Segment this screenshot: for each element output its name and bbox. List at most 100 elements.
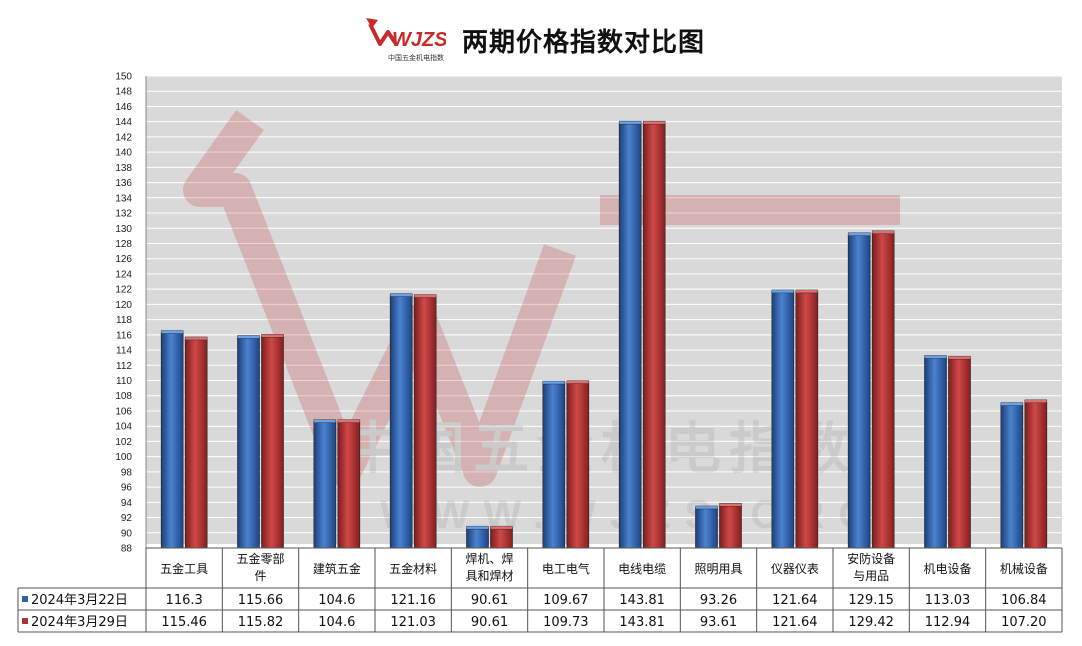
bar-series2 xyxy=(871,232,895,549)
bar-top-series2 xyxy=(413,294,437,298)
category-label: 机电设备 xyxy=(923,562,971,576)
y-tick-label: 138 xyxy=(115,163,132,174)
bar-top-series2 xyxy=(1024,399,1048,404)
category-label: 与用品 xyxy=(853,569,889,583)
data-label: 121.64 xyxy=(772,615,818,630)
chart-title: 两期价格指数对比图 xyxy=(462,28,706,58)
y-tick-label: 124 xyxy=(115,269,132,280)
bar-top-series2 xyxy=(871,230,895,234)
category-label: 焊机、焊 xyxy=(465,551,513,566)
y-tick-label: 140 xyxy=(115,148,132,159)
bar-top-series1 xyxy=(924,355,947,359)
y-tick-label: 150 xyxy=(115,72,132,83)
y-tick-label: 144 xyxy=(115,117,132,128)
bar-top-series1 xyxy=(313,419,337,423)
data-label: 143.81 xyxy=(619,593,665,608)
bar-top-series1 xyxy=(847,232,871,236)
data-label: 143.81 xyxy=(619,615,665,630)
plot-area xyxy=(146,76,1062,544)
data-label: 106.84 xyxy=(1001,593,1047,608)
bar-top-series2 xyxy=(490,525,513,530)
bar-top-series2 xyxy=(566,380,590,384)
y-tick-label: 118 xyxy=(116,315,132,326)
category-label: 五金材料 xyxy=(389,561,437,576)
bar-series2 xyxy=(261,335,284,549)
category-label: 件 xyxy=(254,569,266,583)
bar-series2 xyxy=(642,122,666,549)
category-label: 机械设备 xyxy=(1000,561,1048,576)
y-tick-label: 120 xyxy=(115,300,132,311)
bar-series1 xyxy=(160,332,184,549)
y-tick-label: 94 xyxy=(121,498,133,509)
y-tick-label: 132 xyxy=(115,209,132,220)
y-tick-label: 122 xyxy=(115,285,132,296)
y-tick-label: 136 xyxy=(115,178,132,189)
legend-key-1 xyxy=(22,596,28,602)
data-label: 113.03 xyxy=(925,593,971,608)
gridlines xyxy=(146,75,1062,549)
y-tick-label: 88 xyxy=(121,544,133,555)
bar-series2 xyxy=(948,357,971,549)
y-tick-label: 104 xyxy=(115,422,132,433)
category-label: 五金工具 xyxy=(160,561,208,576)
bar-series1 xyxy=(313,421,337,549)
category-label: 照明用具 xyxy=(694,562,742,576)
bar-top-series1 xyxy=(389,293,413,297)
bar-top-series1 xyxy=(237,335,260,339)
data-label: 115.82 xyxy=(238,615,284,630)
bar-top-series2 xyxy=(184,336,208,341)
bar-series2 xyxy=(566,382,590,549)
category-label: 具和焊材 xyxy=(465,568,513,583)
legend-label: 2024年3月29日 xyxy=(31,615,128,630)
bar-series1 xyxy=(924,357,947,549)
data-label: 115.46 xyxy=(161,615,207,630)
y-tick-label: 114 xyxy=(116,346,132,357)
bar-top-series1 xyxy=(466,525,489,530)
bar-series2 xyxy=(337,421,361,549)
y-tick-label: 110 xyxy=(116,376,132,387)
bar-series1 xyxy=(618,122,642,549)
bar-top-series1 xyxy=(160,330,184,334)
data-label: 107.20 xyxy=(1001,615,1047,630)
category-label: 安防设备 xyxy=(847,551,895,566)
y-tick-label: 112 xyxy=(116,361,132,372)
y-tick-label: 142 xyxy=(115,132,132,143)
data-label: 129.42 xyxy=(848,615,894,630)
bar-series2 xyxy=(184,338,208,549)
data-label: 104.6 xyxy=(318,593,355,608)
bar-top-series2 xyxy=(261,334,284,338)
bar-top-series1 xyxy=(695,505,718,510)
bar-top-series1 xyxy=(542,380,566,385)
y-tick-label: 134 xyxy=(115,193,132,204)
bar-top-series2 xyxy=(719,503,742,507)
bar-series2 xyxy=(719,504,742,549)
data-label: 116.3 xyxy=(166,593,203,608)
logo-text: WJZS xyxy=(392,29,446,51)
bar-top-series2 xyxy=(948,355,971,360)
bar-series1 xyxy=(1000,404,1024,549)
y-axis: 88 90 92 94 96 98 100 102 104 106 108 110 112 114 116 1… xyxy=(115,72,147,555)
bar-top-series2 xyxy=(642,120,666,125)
data-label: 90.61 xyxy=(471,593,508,608)
bar-series1 xyxy=(542,382,566,549)
bar-top-series1 xyxy=(1000,402,1024,406)
data-label: 115.66 xyxy=(238,593,284,608)
data-label: 121.16 xyxy=(390,593,436,608)
bar-series2 xyxy=(413,296,437,549)
bar-series1 xyxy=(466,527,489,549)
bar-series1 xyxy=(695,507,718,549)
bar-top-series2 xyxy=(337,419,361,423)
category-label: 电工电气 xyxy=(542,561,590,576)
bar-series1 xyxy=(771,291,795,549)
legend-key-2 xyxy=(22,618,28,624)
logo-subtext: 中国五金机电指数 xyxy=(388,53,444,62)
data-label: 109.73 xyxy=(543,615,589,630)
bar-series2 xyxy=(1024,401,1048,549)
category-label: 电线电缆 xyxy=(618,562,666,576)
bar-top-series1 xyxy=(618,120,642,125)
data-label: 109.67 xyxy=(543,593,589,608)
data-label: 104.6 xyxy=(318,615,355,630)
bar-top-series2 xyxy=(795,289,819,294)
